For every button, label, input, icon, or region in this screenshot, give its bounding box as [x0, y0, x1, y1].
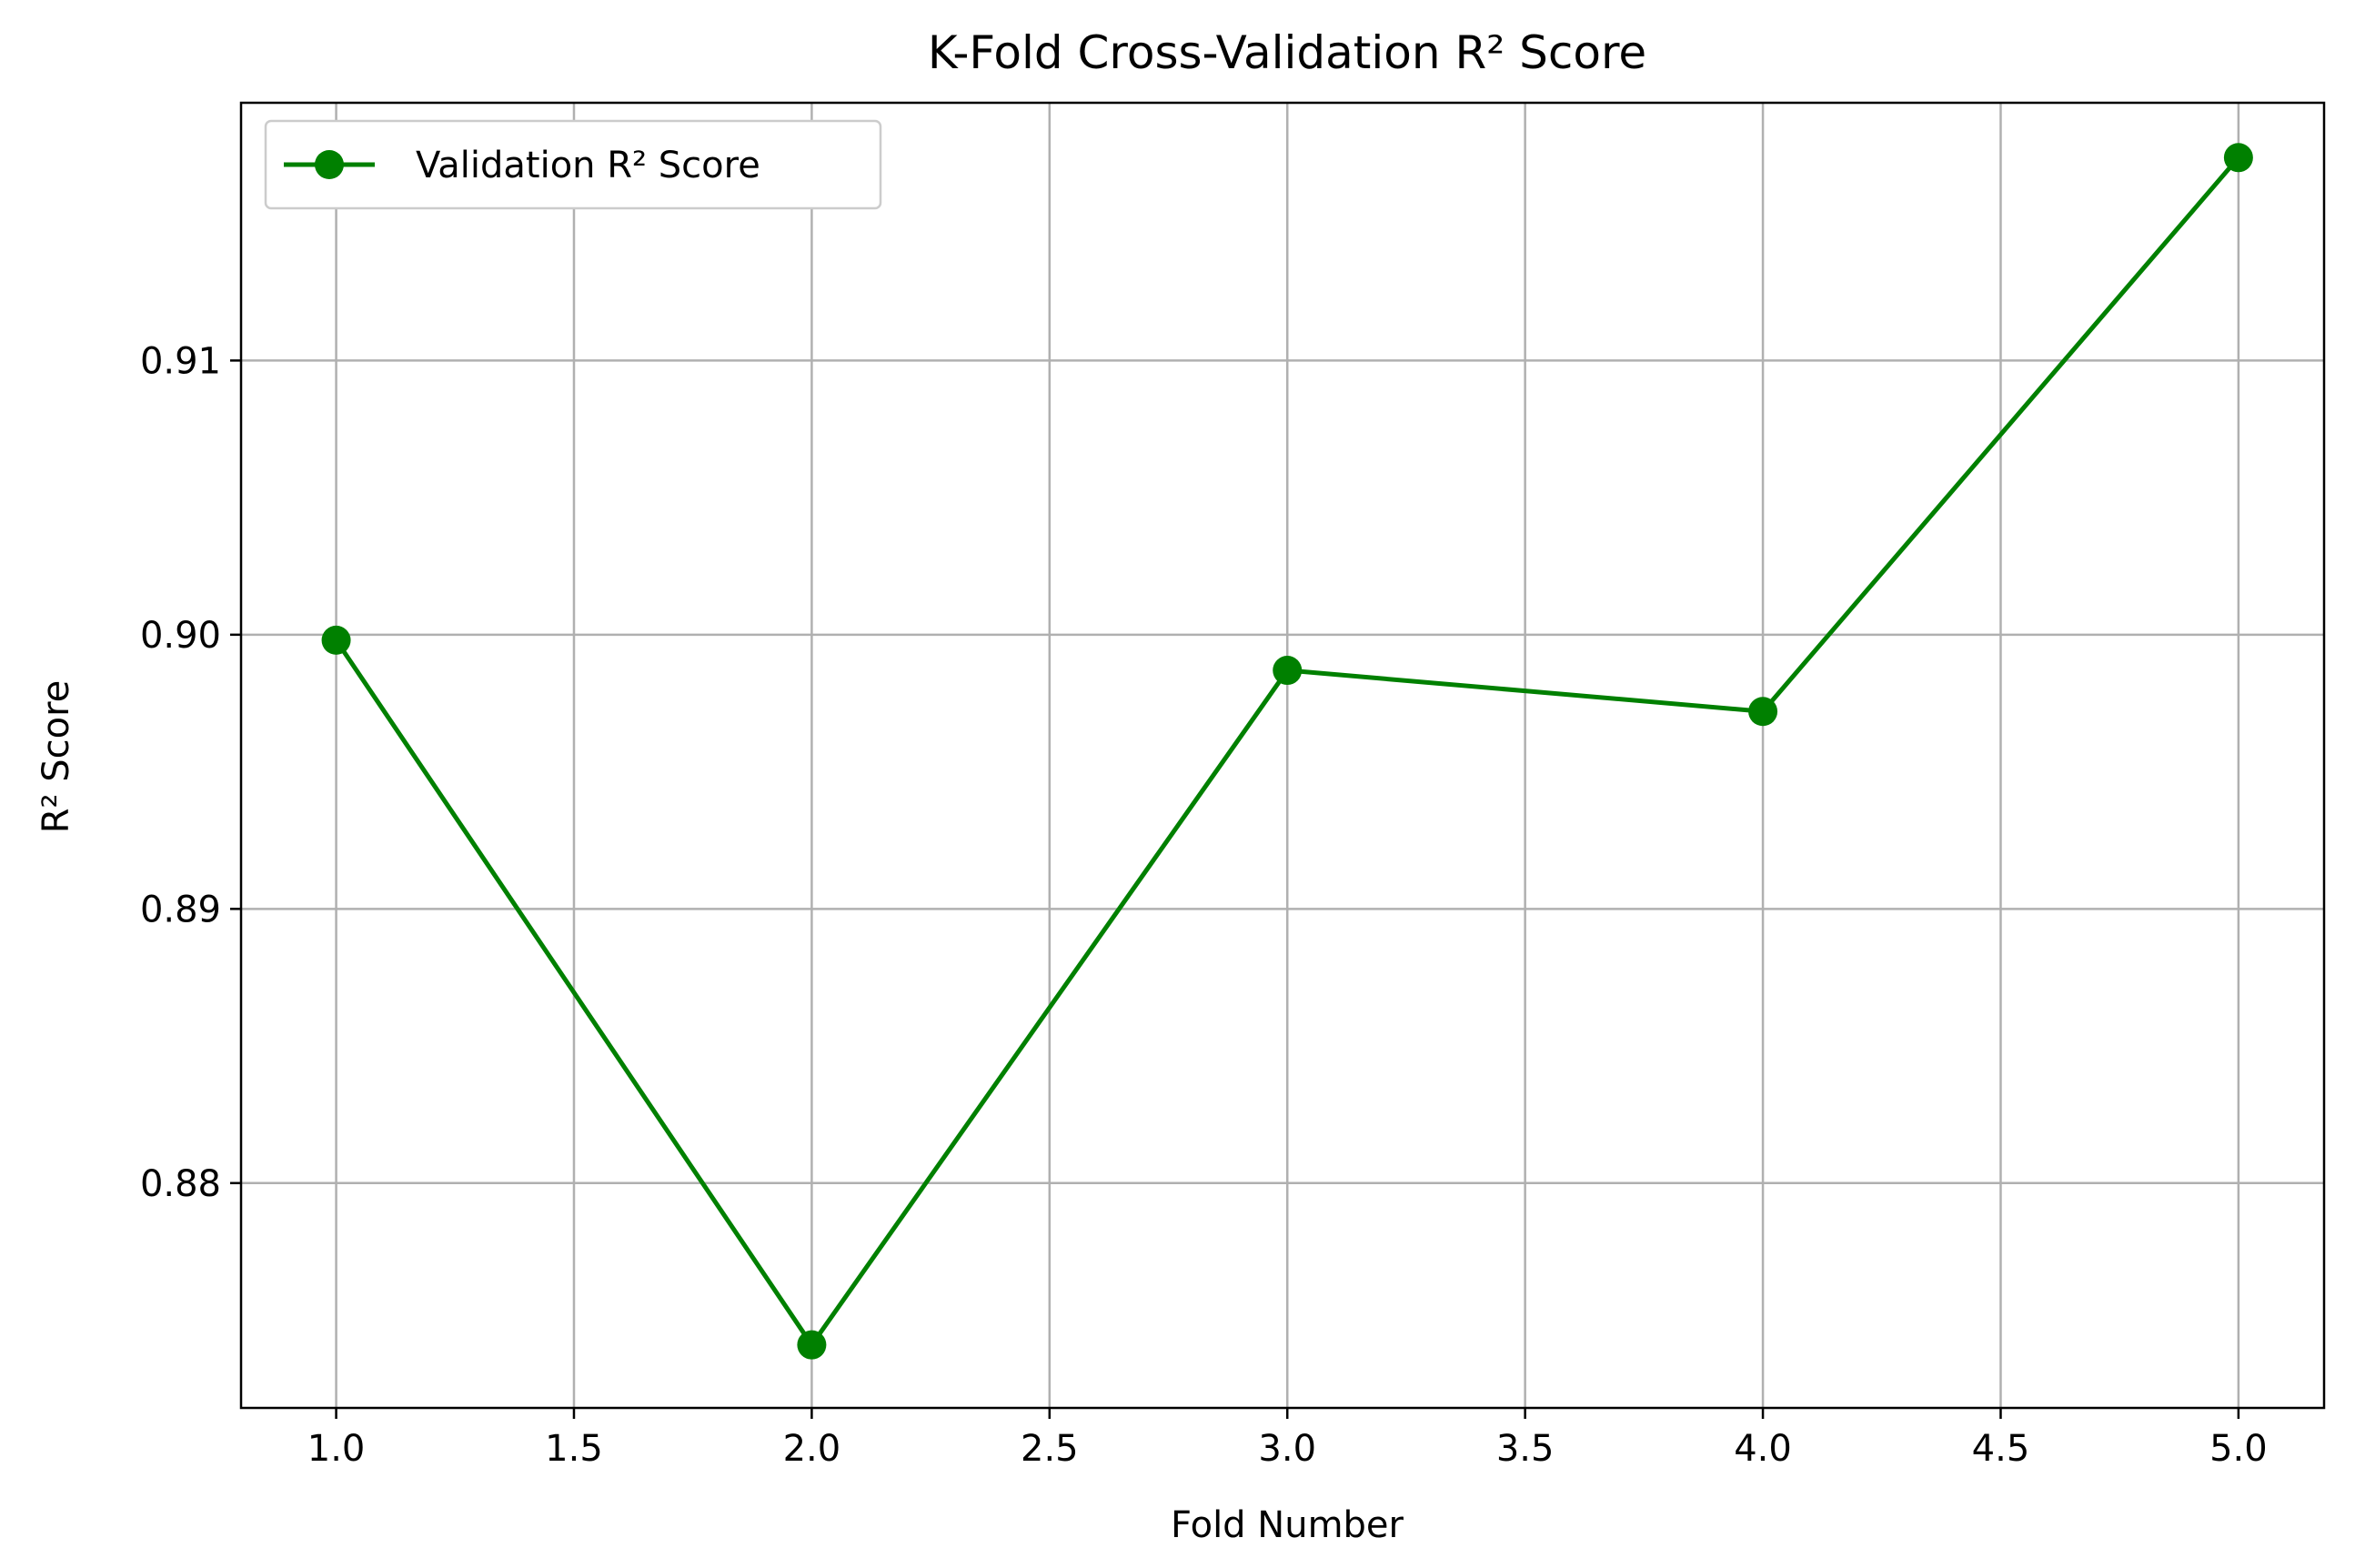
x-tick-label-2: 2.0 [783, 1428, 841, 1470]
data-point-0-2 [1273, 656, 1303, 686]
y-tick-label-3: 0.91 [140, 340, 221, 382]
data-point-0-0 [321, 625, 351, 655]
x-axis-label: Fold Number [1171, 1504, 1404, 1546]
x-tick-label-5: 3.5 [1496, 1428, 1555, 1470]
x-tick-label-8: 5.0 [2209, 1428, 2268, 1470]
x-tick-label-0: 1.0 [307, 1428, 366, 1470]
x-tick-label-1: 1.5 [545, 1428, 603, 1470]
series-layer [321, 143, 2253, 1360]
y-tick-label-0: 0.88 [140, 1163, 221, 1205]
data-point-0-3 [1748, 697, 1778, 727]
gridlines [241, 103, 2324, 1408]
axis-ticks: 1.0 1.5 2.0 2.5 3.0 3.5 4.0 4.5 5.0 0.88 0.89 0.90 0… [140, 340, 2268, 1470]
data-point-0-1 [797, 1330, 827, 1360]
y-axis-label: R² Score [35, 680, 77, 834]
legend-label: Validation R² Score [416, 145, 760, 186]
data-point-0-4 [2223, 143, 2253, 173]
y-tick-label-1: 0.89 [140, 889, 221, 930]
chart-title: K-Fold Cross-Validation R² Score [928, 26, 1646, 79]
legend: Validation R² Score [264, 119, 882, 210]
legend-marker-swatch [315, 150, 344, 179]
x-tick-label-7: 4.5 [1972, 1428, 2030, 1470]
y-tick-label-2: 0.90 [140, 615, 221, 657]
x-tick-label-6: 4.0 [1734, 1428, 1792, 1470]
x-tick-label-3: 2.5 [1021, 1428, 1079, 1470]
legend-box [264, 119, 882, 210]
plot-area-frame [239, 101, 2326, 1410]
x-tick-label-4: 3.0 [1258, 1428, 1316, 1470]
